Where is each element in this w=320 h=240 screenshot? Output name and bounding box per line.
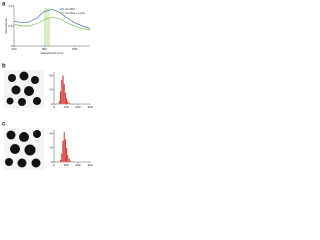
histogram-bar — [64, 139, 67, 163]
histogram-bar — [59, 159, 62, 163]
histogram-bar — [65, 147, 68, 163]
histogram-bar — [68, 102, 70, 105]
y-tick-label: 20 — [49, 88, 53, 92]
histogram-bar — [62, 75, 64, 105]
x-tick-label: 0 — [53, 105, 55, 109]
histogram-bar — [67, 154, 69, 163]
histogram-bar — [62, 140, 64, 163]
histogram-bar — [61, 79, 63, 105]
x-tick-label: 0 — [53, 163, 55, 167]
page: a 400 600 800 0 0.5 1.0 Wavelength (nm) Absorban… — [2, 1, 93, 170]
x-tick-label: 400 — [11, 47, 16, 51]
particles — [6, 71, 41, 106]
series-line — [13, 16, 91, 31]
y-tick-label: 20 — [49, 146, 53, 150]
tem-image-b — [4, 70, 44, 108]
y-tick-label: 0 — [51, 102, 53, 106]
x-tick-label: 600 — [42, 47, 47, 51]
histogram-bar — [64, 92, 67, 105]
particles — [5, 130, 41, 168]
x-tick-label: 800 — [72, 47, 77, 51]
panel-label: c — [2, 122, 6, 128]
histogram-bar — [59, 91, 62, 105]
histogram-bar — [69, 160, 71, 163]
x-tick-label: 300 — [87, 163, 92, 167]
x-axis-label: Wavelength (nm) — [41, 51, 64, 55]
x-tick-label: 100 — [63, 105, 68, 109]
histogram-bar — [68, 158, 70, 163]
x-tick-label: 100 — [63, 163, 68, 167]
y-tick-label: 0.5 — [8, 24, 13, 28]
x-tick-label: 300 — [87, 105, 92, 109]
highlight-band — [44, 8, 50, 46]
histogram-bar — [63, 84, 65, 105]
series-line — [13, 8, 91, 29]
panel-label: b — [2, 64, 6, 70]
histogram-bar — [61, 153, 63, 163]
y-tick-label: 1.0 — [8, 4, 13, 8]
y-tick-label: 0 — [51, 160, 53, 164]
histogram-bar — [67, 101, 69, 105]
y-tick-label: 40 — [49, 73, 53, 77]
y-tick-label: 0 — [11, 44, 13, 48]
x-tick-label: 200 — [75, 163, 80, 167]
histogram-bar — [63, 132, 65, 163]
y-axis-label: Absorbance — [4, 18, 8, 34]
y-tick-label: 40 — [49, 131, 53, 135]
tem-image-c — [4, 128, 44, 170]
legend-label: Au NFs — [65, 7, 76, 11]
histogram-bar — [65, 98, 68, 105]
legend-label: Au NFs + H₂O₂ — [65, 11, 86, 15]
x-tick-label: 200 — [75, 105, 80, 109]
histogram-bar — [58, 101, 61, 105]
panel-label: a — [2, 2, 6, 8]
